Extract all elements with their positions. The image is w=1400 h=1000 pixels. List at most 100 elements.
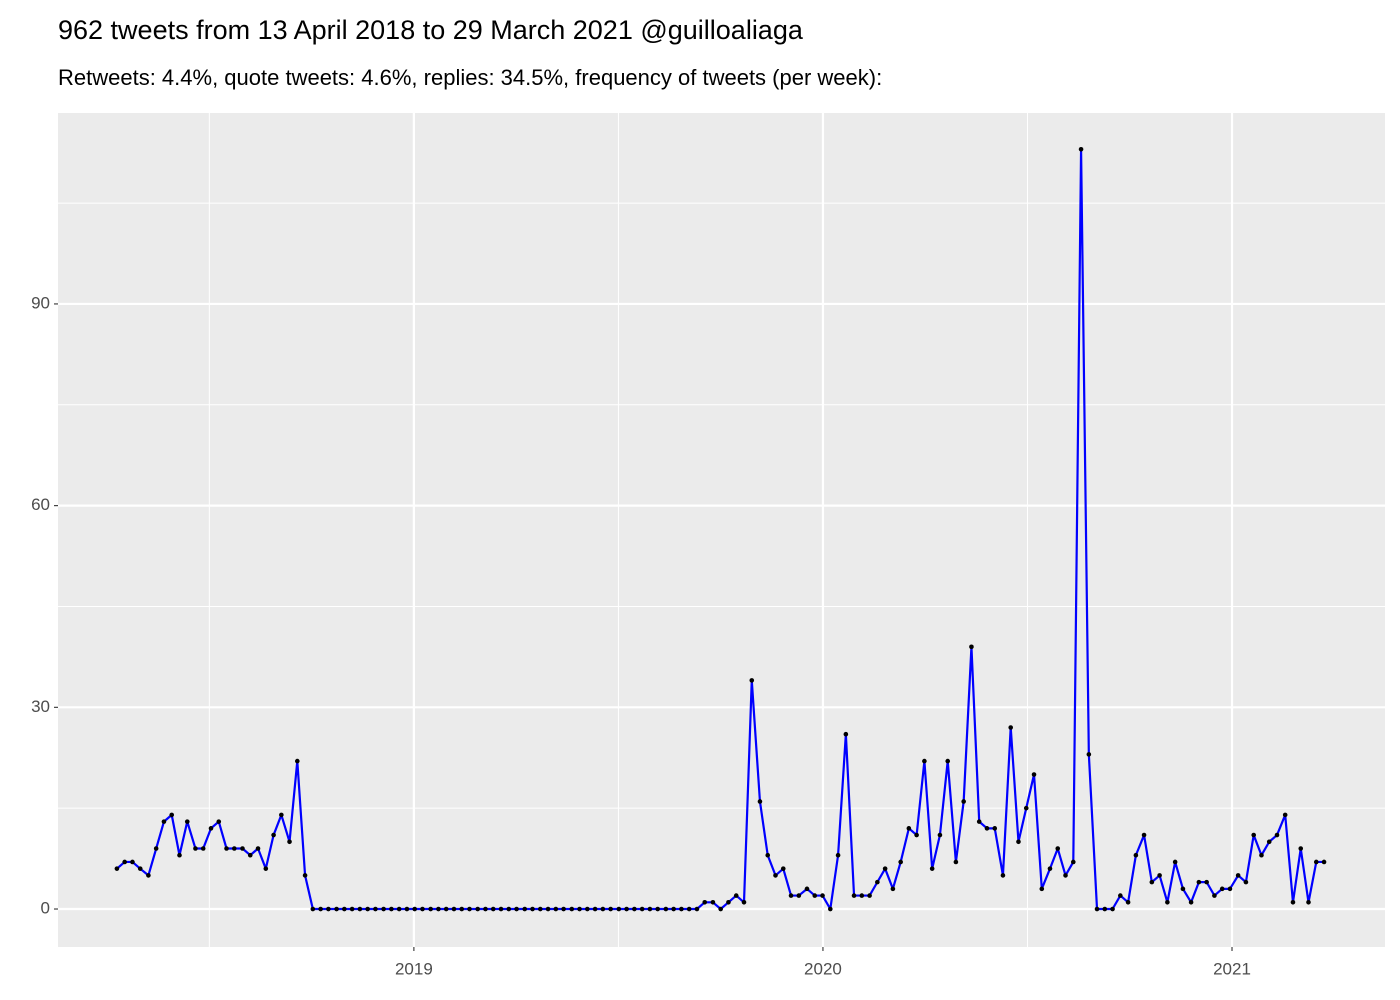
point bbox=[1031, 772, 1037, 777]
point bbox=[906, 826, 912, 831]
point bbox=[1086, 752, 1092, 757]
point bbox=[436, 906, 441, 912]
y-tick-label: 60 bbox=[31, 495, 50, 514]
point bbox=[200, 846, 206, 851]
point bbox=[1047, 866, 1053, 871]
point bbox=[545, 906, 551, 912]
point bbox=[686, 906, 692, 912]
point bbox=[976, 819, 982, 824]
point bbox=[663, 906, 669, 912]
point bbox=[295, 758, 300, 764]
point bbox=[349, 906, 355, 912]
point bbox=[945, 758, 951, 764]
y-tick-label: 90 bbox=[31, 293, 50, 312]
point bbox=[247, 852, 253, 858]
point bbox=[193, 846, 198, 851]
point bbox=[459, 906, 465, 912]
point bbox=[1165, 899, 1170, 905]
point bbox=[726, 899, 731, 905]
point bbox=[1298, 846, 1304, 851]
point bbox=[443, 906, 449, 912]
point bbox=[1000, 873, 1006, 878]
point bbox=[1290, 899, 1296, 905]
point bbox=[310, 906, 316, 912]
point bbox=[146, 873, 151, 878]
x-tick-label: 2020 bbox=[804, 959, 842, 978]
point bbox=[161, 819, 167, 824]
point bbox=[1259, 852, 1264, 858]
point bbox=[592, 906, 598, 912]
point bbox=[961, 799, 966, 804]
point bbox=[757, 799, 763, 804]
point bbox=[992, 826, 998, 831]
point bbox=[835, 852, 841, 858]
point bbox=[812, 893, 818, 898]
point bbox=[302, 873, 308, 878]
point bbox=[1016, 839, 1021, 845]
point bbox=[741, 899, 747, 905]
point bbox=[263, 866, 269, 871]
point bbox=[1235, 873, 1241, 878]
point bbox=[130, 859, 135, 865]
point bbox=[953, 859, 959, 865]
point bbox=[396, 906, 402, 912]
point bbox=[1313, 859, 1319, 865]
point bbox=[342, 906, 347, 912]
point bbox=[506, 906, 512, 912]
marks bbox=[114, 147, 1327, 912]
point bbox=[1118, 893, 1123, 898]
point bbox=[1133, 852, 1139, 858]
point bbox=[224, 846, 229, 851]
point bbox=[796, 893, 802, 898]
point bbox=[828, 906, 833, 912]
point bbox=[232, 846, 237, 851]
point bbox=[334, 906, 339, 912]
point bbox=[1157, 873, 1162, 878]
point bbox=[1063, 873, 1068, 878]
point bbox=[1039, 886, 1045, 892]
point bbox=[773, 873, 778, 878]
point bbox=[1188, 899, 1194, 905]
point bbox=[1212, 893, 1217, 898]
point bbox=[271, 832, 276, 838]
point bbox=[890, 886, 896, 892]
point bbox=[1070, 859, 1076, 865]
point bbox=[451, 906, 457, 912]
y-tick-label: 0 bbox=[41, 898, 50, 917]
point bbox=[1227, 886, 1233, 892]
point bbox=[1141, 832, 1147, 838]
point bbox=[208, 826, 214, 831]
point bbox=[577, 906, 582, 912]
point bbox=[616, 906, 622, 912]
point bbox=[169, 812, 175, 818]
x-tick-label: 2021 bbox=[1213, 959, 1251, 978]
panel bbox=[58, 113, 1385, 947]
y-tick-label: 30 bbox=[31, 697, 50, 716]
point bbox=[585, 906, 590, 912]
point bbox=[498, 906, 504, 912]
point bbox=[483, 906, 488, 912]
point bbox=[1243, 879, 1249, 885]
point bbox=[279, 812, 284, 818]
point bbox=[632, 906, 637, 912]
point bbox=[655, 906, 660, 912]
point bbox=[1219, 886, 1225, 892]
point bbox=[788, 893, 794, 898]
point bbox=[122, 859, 127, 865]
point bbox=[984, 826, 990, 831]
point bbox=[1282, 812, 1288, 818]
point bbox=[765, 852, 771, 858]
point bbox=[1102, 906, 1108, 912]
point bbox=[1251, 832, 1256, 838]
point bbox=[914, 832, 919, 838]
point bbox=[859, 893, 865, 898]
point bbox=[537, 906, 543, 912]
point bbox=[1055, 846, 1061, 851]
point bbox=[381, 906, 386, 912]
point bbox=[1008, 725, 1014, 730]
point bbox=[553, 906, 559, 912]
point bbox=[389, 906, 394, 912]
point bbox=[718, 906, 723, 912]
point bbox=[1125, 899, 1131, 905]
